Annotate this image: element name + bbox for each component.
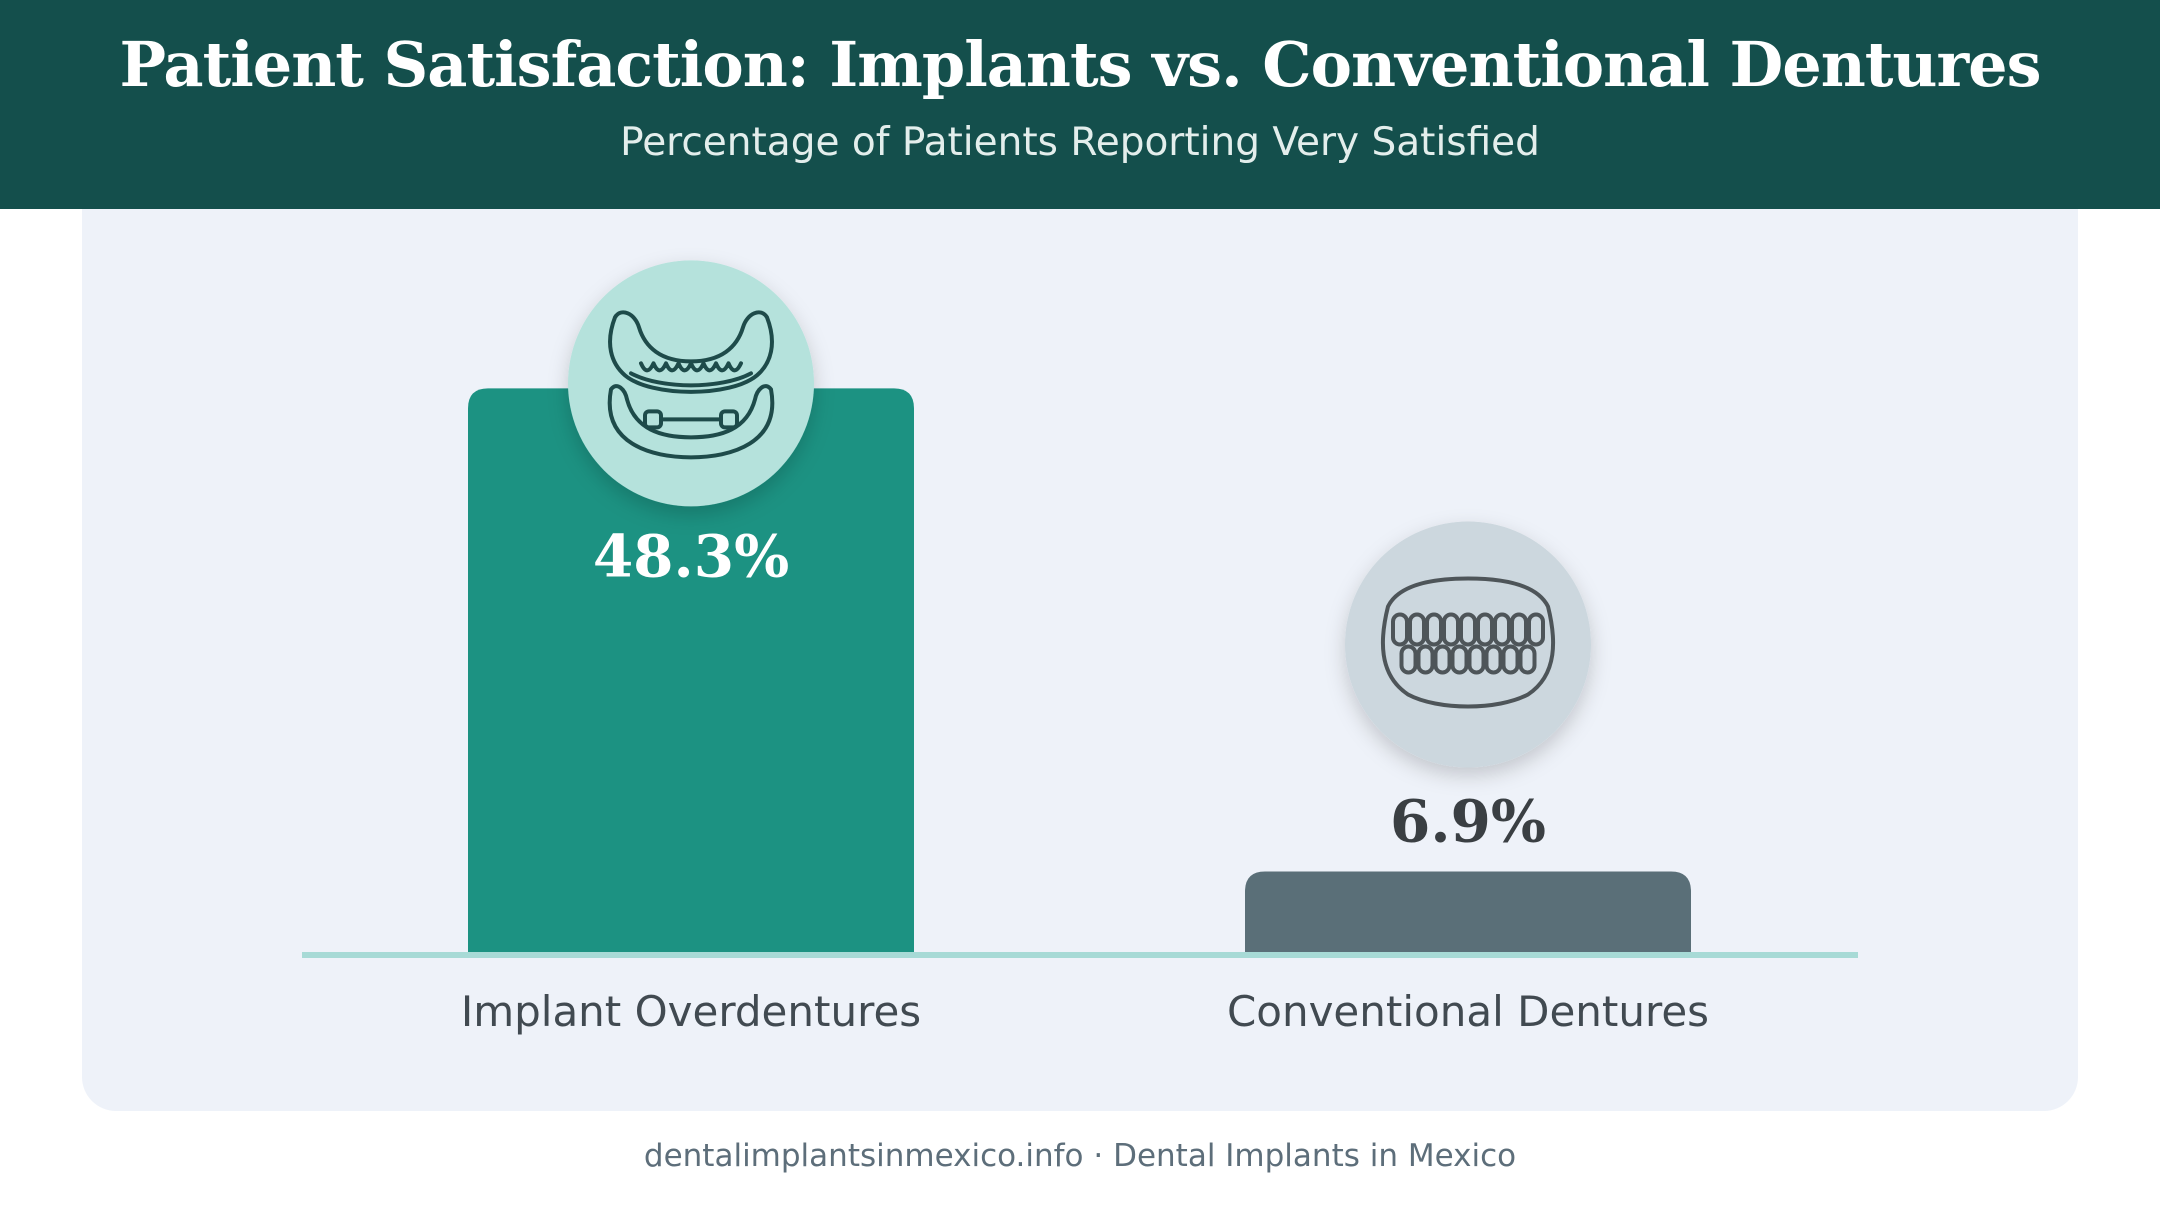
chart-subtitle: Percentage of Patients Reporting Very Sa… bbox=[620, 120, 1540, 165]
bar-1 bbox=[1245, 871, 1691, 952]
chart-title: Patient Satisfaction: Implants vs. Conve… bbox=[119, 28, 2041, 101]
category-label-1: Conventional Dentures bbox=[1227, 987, 1709, 1036]
bar-0 bbox=[468, 388, 914, 952]
category-label-0: Implant Overdentures bbox=[461, 987, 921, 1036]
chart-panel bbox=[82, 209, 2078, 1111]
implant-overdenture-icon bbox=[568, 260, 814, 507]
footer-source: dentalimplantsinmexico.info · Dental Imp… bbox=[643, 1138, 1517, 1174]
value-label-0: 48.3% bbox=[593, 522, 789, 590]
header-banner: Patient Satisfaction: Implants vs. Conve… bbox=[0, 0, 2160, 209]
denture-icon bbox=[1345, 521, 1591, 768]
value-label-1: 6.9% bbox=[1390, 787, 1546, 855]
